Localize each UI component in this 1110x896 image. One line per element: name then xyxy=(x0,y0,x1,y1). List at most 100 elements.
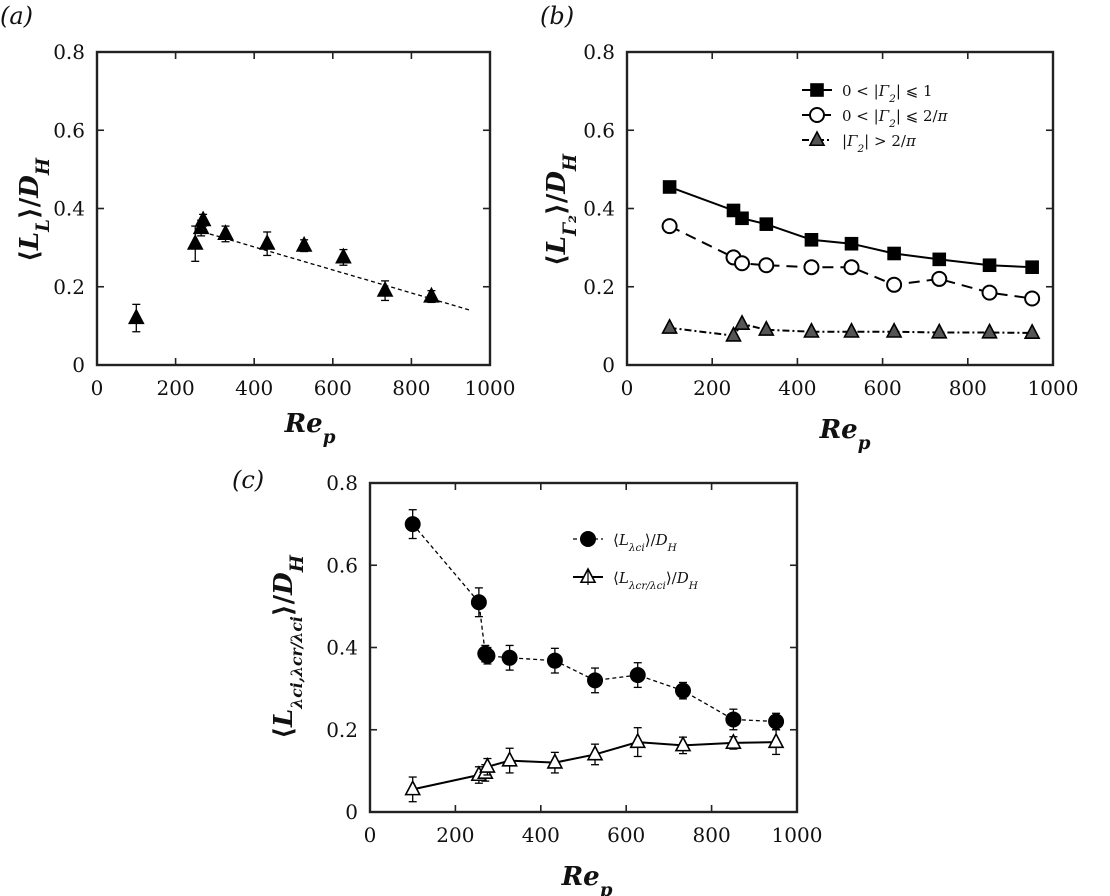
data-point xyxy=(335,247,352,264)
data-point xyxy=(501,750,518,767)
panel-label: (a) xyxy=(0,2,33,30)
data-point xyxy=(629,732,647,749)
data-point xyxy=(767,732,785,749)
data-point xyxy=(186,233,204,250)
y-tick-label: 0.8 xyxy=(583,40,615,64)
y-tick-label: 0.8 xyxy=(53,40,85,64)
data-point xyxy=(887,246,901,261)
data-point xyxy=(546,752,564,769)
y-tick-label: 0.6 xyxy=(53,118,85,142)
x-tick-label: 200 xyxy=(693,376,731,400)
x-tick-label: 0 xyxy=(621,376,634,400)
data-point xyxy=(885,321,903,338)
data-point xyxy=(843,259,860,276)
y-tick-label: 0.6 xyxy=(583,118,615,142)
chart-panel-a: (a) 0 200 400 600 800 1000 0 0.2 0.4 0.6 0.8 Rep ⟨LL⟩… xyxy=(0,2,515,448)
x-tick-label: 0 xyxy=(364,823,377,847)
data-point xyxy=(803,321,820,338)
data-point xyxy=(981,322,998,339)
y-tick-label: 0.6 xyxy=(326,553,358,577)
data-point xyxy=(217,224,234,240)
x-tick-label: 200 xyxy=(157,376,195,400)
data-point xyxy=(295,235,313,252)
legend-label: ⟨Lλci⟩/DH xyxy=(613,531,678,554)
data-point xyxy=(759,217,774,231)
data-point xyxy=(1023,323,1041,339)
data-point xyxy=(931,270,948,287)
data-point xyxy=(758,257,775,274)
chart-panel-c: (c) 0 200 400 600 800 1000 0 0.2 0.4 0.6 0.8 Rep ⟨Lλc… xyxy=(232,466,822,896)
x-tick-label: 800 xyxy=(693,823,731,847)
data-point xyxy=(932,252,947,267)
x-tick-label: 1000 xyxy=(465,376,516,400)
x-tick-label: 0 xyxy=(91,376,104,400)
data-point xyxy=(662,180,677,194)
x-tick-label: 400 xyxy=(778,376,816,400)
y-tick-label: 0.2 xyxy=(326,718,358,742)
data-point xyxy=(982,258,997,273)
y-tick-label: 0 xyxy=(602,353,615,377)
x-tick-label: 600 xyxy=(864,376,902,400)
data-point xyxy=(733,314,751,330)
y-tick-label: 0.4 xyxy=(326,636,358,660)
series-c-0 xyxy=(404,509,785,731)
x-tick-label: 1000 xyxy=(1028,376,1079,400)
series-b-0 xyxy=(662,180,1039,274)
data-point xyxy=(661,218,678,235)
plot-frame xyxy=(625,50,1055,367)
legend-marker xyxy=(810,83,824,97)
data-point xyxy=(886,276,903,293)
data-point xyxy=(404,779,422,796)
series-c-1 xyxy=(404,727,785,803)
panel-label: (c) xyxy=(232,466,264,494)
data-point xyxy=(1024,290,1041,307)
x-axis-title: Rep xyxy=(284,409,336,448)
data-point xyxy=(803,259,820,276)
legend-label: ⟨Lλcr/λci⟩/DH xyxy=(613,569,699,592)
data-point xyxy=(725,325,742,342)
data-point xyxy=(735,211,749,226)
data-point xyxy=(470,594,487,611)
data-point xyxy=(757,320,775,336)
x-tick-label: 600 xyxy=(314,376,352,400)
data-point xyxy=(404,516,421,533)
data-point xyxy=(843,321,860,338)
data-point xyxy=(734,255,751,272)
chart-panel-b: (b) 0 200 400 600 800 1000 0 0.2 0.4 0.6 0.8 Rep ⟨LΓ₂… xyxy=(540,2,1078,454)
panel-label: (b) xyxy=(540,2,574,30)
y-tick-label: 0 xyxy=(345,800,358,824)
data-point xyxy=(674,682,691,699)
legend-label: 0 < |Γ2| ⩽ 1 xyxy=(842,82,933,105)
x-axis-title: Rep xyxy=(561,862,613,896)
plot-frame xyxy=(368,481,799,814)
x-axis-title: Rep xyxy=(819,415,871,454)
series-a-0 xyxy=(127,210,440,333)
x-tick-label: 400 xyxy=(522,823,560,847)
x-tick-label: 1000 xyxy=(772,823,823,847)
data-point xyxy=(725,733,742,749)
data-point xyxy=(479,756,496,773)
legend-marker xyxy=(808,130,826,147)
data-point xyxy=(844,236,859,251)
data-point xyxy=(546,652,563,669)
data-point xyxy=(479,647,496,664)
data-point xyxy=(629,667,646,684)
series-b-2 xyxy=(661,314,1041,342)
y-tick-label: 0 xyxy=(72,353,85,377)
data-point xyxy=(1025,260,1039,274)
data-point xyxy=(768,713,785,730)
x-tick-label: 600 xyxy=(607,823,645,847)
x-tick-label: 800 xyxy=(949,376,987,400)
series-b-1 xyxy=(661,218,1041,307)
data-point xyxy=(804,233,819,247)
x-tick-label: 400 xyxy=(235,376,273,400)
data-point xyxy=(258,233,276,250)
data-point xyxy=(725,711,742,728)
x-tick-label: 800 xyxy=(392,376,430,400)
legend: 0 < |Γ2| ⩽ 10 < |Γ2| ⩽ 2/π|Γ2| > 2/π xyxy=(802,82,949,155)
data-point xyxy=(930,322,948,339)
legend-label: 0 < |Γ2| ⩽ 2/π xyxy=(842,107,949,130)
data-point xyxy=(376,280,394,297)
y-axis-title: ⟨Lλci,λcr/λci⟩/DH xyxy=(269,554,308,739)
